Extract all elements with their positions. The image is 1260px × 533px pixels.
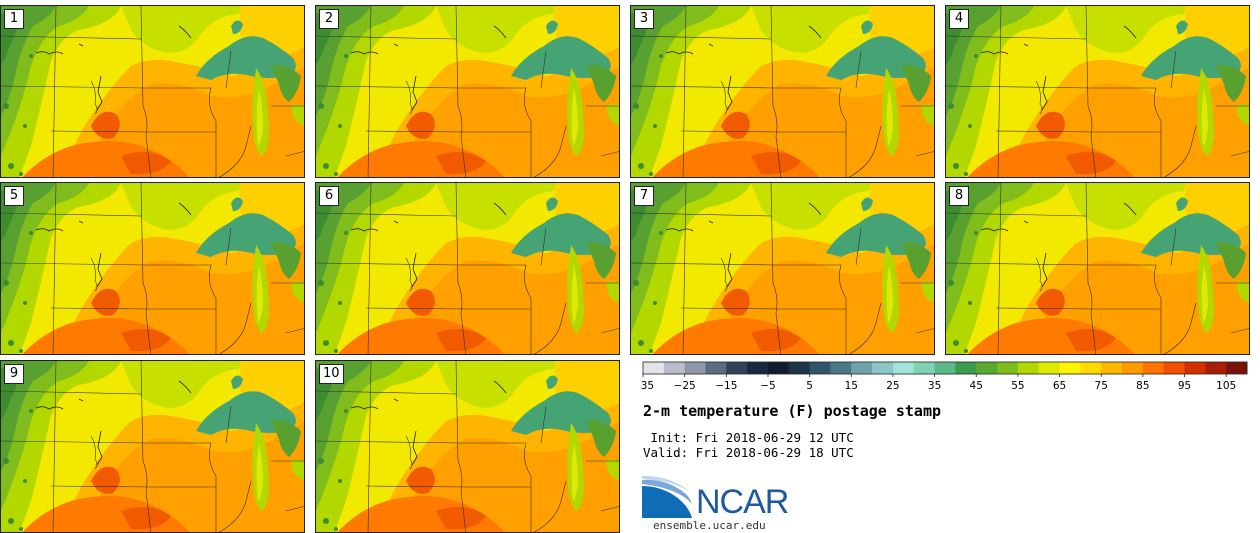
legend-swatch: [1142, 362, 1165, 374]
panel-member-4: 4: [945, 5, 1250, 178]
legend-swatch: [997, 362, 1019, 374]
legend-swatch: [1059, 362, 1081, 374]
legend-swatch: [684, 362, 706, 374]
panel-label: 7: [634, 186, 654, 206]
temperature-map-6: [316, 183, 620, 355]
temperature-map-10: [316, 361, 620, 533]
logo-name: NCAR: [696, 483, 789, 521]
legend-tick-label: −35: [641, 380, 654, 391]
panel-label: 1: [4, 9, 24, 29]
legend-tick-label: −25: [674, 380, 696, 391]
legend-swatch: [913, 362, 935, 374]
color-legend: −35−25−15−55152535455565758595105115: [641, 361, 1248, 391]
legend-swatch: [1080, 362, 1102, 374]
valid-time: Valid: Fri 2018-06-29 18 UTC: [643, 445, 854, 460]
panel-member-3: 3: [630, 5, 935, 178]
legend-tick-label: 25: [886, 380, 899, 391]
legend-swatch: [892, 362, 915, 374]
legend-swatch: [809, 362, 831, 374]
legend-swatch: [955, 362, 977, 374]
legend-tick-label: −5: [760, 380, 775, 391]
legend-swatch: [1226, 362, 1248, 374]
legend-tick-label: 105: [1216, 380, 1236, 391]
temperature-map-4: [946, 6, 1250, 178]
panel-label: 5: [4, 186, 24, 206]
panel-label: 9: [4, 364, 24, 384]
logo-url: ensemble.ucar.edu: [653, 519, 766, 532]
legend-swatch: [851, 362, 873, 374]
legend-swatch: [767, 362, 790, 374]
legend-tick-label: 15: [845, 380, 858, 391]
legend-tick-label: 55: [1011, 380, 1024, 391]
legend-swatch: [788, 362, 811, 374]
panel-member-2: 2: [315, 5, 620, 178]
panel-member-6: 6: [315, 182, 620, 355]
panel-member-7: 7: [630, 182, 935, 355]
legend-swatch: [976, 362, 998, 374]
temperature-map-8: [946, 183, 1250, 355]
legend-tick-label: 65: [1053, 380, 1066, 391]
legend-swatch: [1038, 362, 1060, 374]
panel-label: 4: [949, 9, 969, 29]
legend-swatch: [747, 362, 769, 374]
legend-swatch: [1122, 362, 1144, 374]
legend-swatch: [705, 362, 727, 374]
legend-border: [642, 361, 1248, 375]
legend-swatch: [1101, 362, 1123, 374]
legend-swatch: [1205, 362, 1227, 374]
legend-swatch: [726, 362, 748, 374]
legend-tick-label: 75: [1095, 380, 1108, 391]
panel-label: 10: [319, 364, 344, 384]
panel-member-8: 8: [945, 182, 1250, 355]
panel-member-1: 1: [0, 5, 305, 178]
temperature-map-9: [1, 361, 305, 533]
legend-tick-label: 5: [806, 380, 813, 391]
legend-swatch: [1017, 362, 1040, 374]
panel-member-9: 9: [0, 360, 305, 533]
init-time: Init: Fri 2018-06-29 12 UTC: [643, 430, 854, 445]
legend-tick-label: −15: [715, 380, 737, 391]
temperature-map-7: [631, 183, 935, 355]
legend-swatch: [872, 362, 894, 374]
legend-swatch: [663, 362, 686, 374]
panel-label: 3: [634, 9, 654, 29]
panel-label: 8: [949, 186, 969, 206]
temperature-map-1: [1, 6, 305, 178]
legend-swatch: [830, 362, 852, 374]
legend-tick-label: 35: [928, 380, 941, 391]
panel-label: 2: [319, 9, 339, 29]
temperature-map-2: [316, 6, 620, 178]
legend-tick-label: 95: [1178, 380, 1191, 391]
legend-swatch: [934, 362, 956, 374]
panel-member-10: 10: [315, 360, 620, 533]
ncar-logo-icon: [642, 476, 692, 518]
temperature-map-5: [1, 183, 305, 355]
legend-swatch: [643, 362, 665, 374]
panel-label: 6: [319, 186, 339, 206]
legend-swatch: [1184, 362, 1206, 374]
temperature-map-3: [631, 6, 935, 178]
legend-swatch: [1163, 362, 1185, 374]
legend-tick-label: 45: [970, 380, 983, 391]
panel-member-5: 5: [0, 182, 305, 355]
legend-tick-label: 85: [1136, 380, 1149, 391]
page-title: 2-m temperature (F) postage stamp: [643, 402, 942, 420]
